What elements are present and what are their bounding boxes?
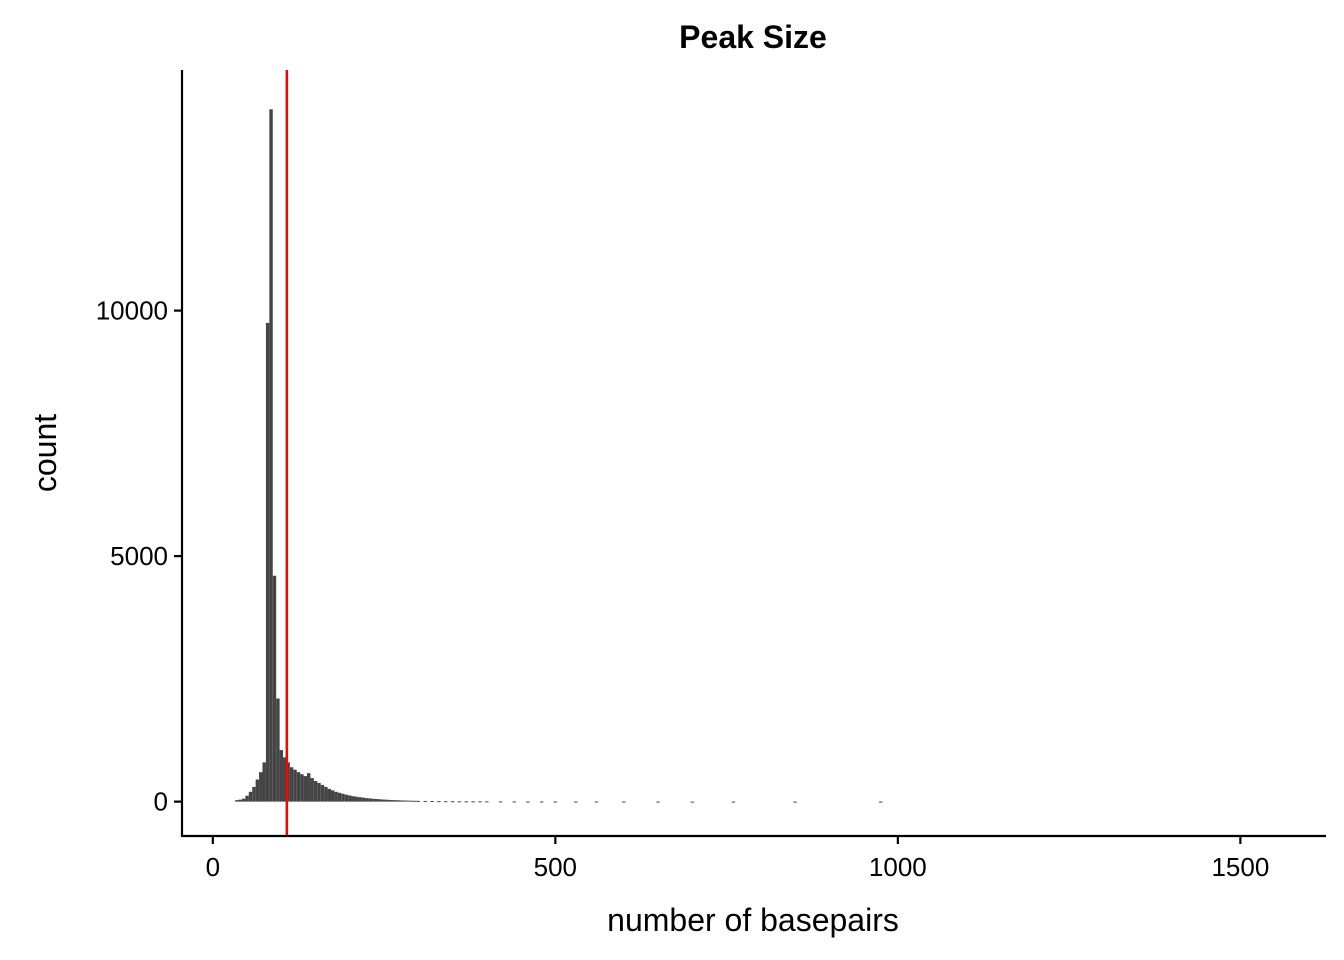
x-tick-label: 1500 xyxy=(1211,852,1269,882)
histogram-bar xyxy=(348,795,352,802)
histogram-bar xyxy=(283,757,287,802)
histogram-bar xyxy=(241,798,246,802)
histogram-bar xyxy=(289,767,294,802)
histogram-bar xyxy=(399,800,403,802)
histogram-bar xyxy=(262,762,266,802)
histogram-bar xyxy=(255,779,260,802)
histogram-bar xyxy=(437,801,441,803)
histogram-bar xyxy=(444,801,448,803)
histogram-bar xyxy=(478,801,482,803)
histogram-bar xyxy=(372,798,376,802)
histogram-bar xyxy=(365,798,369,802)
histogram-bar xyxy=(303,776,308,802)
histogram-bar xyxy=(498,801,503,803)
histogram-bar xyxy=(279,750,284,802)
histogram-bar xyxy=(512,801,516,803)
histogram-bar xyxy=(317,782,321,802)
histogram-bar xyxy=(300,774,304,802)
histogram-bar xyxy=(269,109,273,802)
histogram-bar xyxy=(378,799,383,802)
histogram-bar xyxy=(324,786,328,802)
x-axis-ticks: 0 500 1000 1500 xyxy=(206,836,1269,882)
histogram-bar xyxy=(731,801,736,803)
histogram-bar xyxy=(330,790,335,802)
histogram-bar xyxy=(594,801,599,803)
histogram-bar xyxy=(574,801,578,803)
x-axis-label: number of basepairs xyxy=(607,902,899,938)
histogram-bar xyxy=(296,772,301,802)
histogram-bar xyxy=(272,575,277,802)
histogram-bars xyxy=(235,109,883,803)
histogram-bar xyxy=(450,801,455,803)
histogram-bar xyxy=(259,772,263,802)
histogram-bar xyxy=(320,784,325,802)
histogram-bar xyxy=(313,781,318,802)
histogram-bar xyxy=(307,773,311,802)
histogram-bar xyxy=(553,801,558,803)
histogram-bar xyxy=(382,799,386,802)
histogram-bar xyxy=(252,786,256,802)
histogram-bar xyxy=(341,793,345,802)
histogram-bar xyxy=(327,788,331,802)
y-tick-label: 0 xyxy=(154,787,168,817)
histogram-bar xyxy=(464,801,468,803)
histogram-bar xyxy=(358,797,362,802)
histogram-bar xyxy=(389,799,393,802)
histogram-bar xyxy=(793,801,797,803)
histogram-bar xyxy=(375,799,379,802)
histogram-bar xyxy=(334,791,338,802)
x-tick-label: 500 xyxy=(534,852,577,882)
y-tick-label: 10000 xyxy=(96,296,168,326)
x-tick-label: 1000 xyxy=(869,852,927,882)
histogram-bar xyxy=(879,801,883,803)
histogram-bar xyxy=(406,800,410,802)
histogram-bar xyxy=(526,801,530,803)
histogram-bar xyxy=(539,801,544,803)
histogram-bar xyxy=(485,801,489,803)
histogram-bar xyxy=(423,800,427,802)
histogram-bar xyxy=(392,800,397,802)
histogram-bar xyxy=(413,800,417,802)
histogram-bar xyxy=(293,769,297,802)
histogram-bar xyxy=(344,794,349,802)
histogram-bar xyxy=(354,796,359,802)
histogram-bar xyxy=(430,801,434,803)
histogram-bar xyxy=(385,799,390,802)
histogram-bar xyxy=(402,800,407,802)
chart-title: Peak Size xyxy=(679,19,827,55)
histogram-bar xyxy=(238,799,242,802)
histogram-bar xyxy=(248,791,253,802)
histogram-bar xyxy=(361,797,366,802)
histogram-bar xyxy=(286,762,290,802)
histogram-bar xyxy=(457,801,462,803)
histogram-bar xyxy=(276,698,280,802)
histogram-bar xyxy=(245,795,249,802)
histogram-bar xyxy=(471,801,475,803)
histogram-bar xyxy=(396,800,400,802)
histogram-bar xyxy=(416,800,421,802)
y-tick-label: 5000 xyxy=(110,541,168,571)
histogram-bar xyxy=(265,322,270,802)
histogram-bar xyxy=(622,801,626,803)
y-axis-label: count xyxy=(27,414,63,492)
y-axis-ticks: 0 5000 10000 xyxy=(96,296,182,817)
histogram-bar xyxy=(690,801,695,803)
x-tick-label: 0 xyxy=(206,852,220,882)
histogram-bar xyxy=(235,800,239,802)
histogram-bar xyxy=(368,798,373,802)
histogram-bar xyxy=(409,800,414,802)
histogram-bar xyxy=(337,792,342,802)
histogram-bar xyxy=(310,778,314,802)
histogram-bar xyxy=(351,796,355,802)
histogram-bar xyxy=(656,801,660,803)
